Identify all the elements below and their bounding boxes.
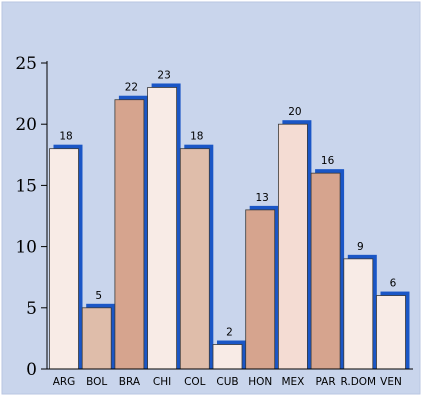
data-label: 13: [256, 192, 269, 204]
category-label: MEX: [281, 376, 304, 388]
category-label: COL: [184, 376, 206, 388]
bar-group: [179, 144, 214, 370]
category-label: BRA: [119, 376, 141, 388]
labels-layer: 18 ARG 5 BOL 22 BRA 23 CHI 18 COL 2 CUB 13 HON 20 MEX 16…: [15, 54, 401, 388]
bar: [310, 172, 341, 370]
y-tick-label: 10: [15, 238, 37, 258]
bar-group: [147, 83, 181, 370]
category-label: R.DOM: [340, 376, 376, 388]
data-label: 18: [190, 131, 203, 143]
bar: [49, 148, 79, 370]
bar: [114, 99, 145, 370]
bar-group: [376, 291, 410, 370]
category-label: VEN: [380, 376, 402, 388]
data-label: 16: [321, 155, 335, 167]
bar-group: [343, 254, 377, 370]
data-label: 2: [226, 327, 233, 339]
bar: [245, 209, 276, 370]
data-label: 22: [125, 82, 138, 94]
data-label: 6: [390, 278, 397, 290]
category-label: CHI: [153, 376, 171, 388]
bar: [376, 295, 406, 370]
data-label: 18: [59, 131, 72, 143]
category-label: ARG: [53, 376, 76, 388]
bar-group: [212, 340, 246, 370]
bar-group: [114, 95, 148, 370]
data-label: 20: [288, 106, 301, 118]
y-tick-label: 20: [15, 115, 37, 135]
bar-group: [310, 169, 345, 370]
data-label: 23: [157, 69, 170, 81]
y-tick-label: 5: [26, 299, 37, 319]
data-label: 5: [95, 290, 102, 302]
bar-group: [81, 303, 116, 370]
bar: [179, 148, 210, 370]
data-label: 9: [357, 241, 364, 253]
bar: [81, 307, 112, 370]
bar: [343, 258, 374, 370]
bar-group: [245, 205, 279, 370]
y-tick-label: 0: [26, 360, 37, 380]
bar-group: [49, 144, 83, 370]
y-tick-label: 25: [15, 54, 37, 74]
category-label: CUB: [216, 376, 238, 388]
category-label: HON: [248, 376, 272, 388]
category-label: BOL: [86, 376, 107, 388]
y-tick-label: 15: [15, 176, 37, 196]
bar: [147, 87, 178, 370]
axis-layer: [41, 61, 413, 370]
category-label: PAR: [316, 376, 336, 388]
bars-layer: [49, 83, 410, 370]
bar: [277, 123, 308, 370]
bar-group: [277, 120, 312, 370]
bar: [212, 344, 243, 370]
